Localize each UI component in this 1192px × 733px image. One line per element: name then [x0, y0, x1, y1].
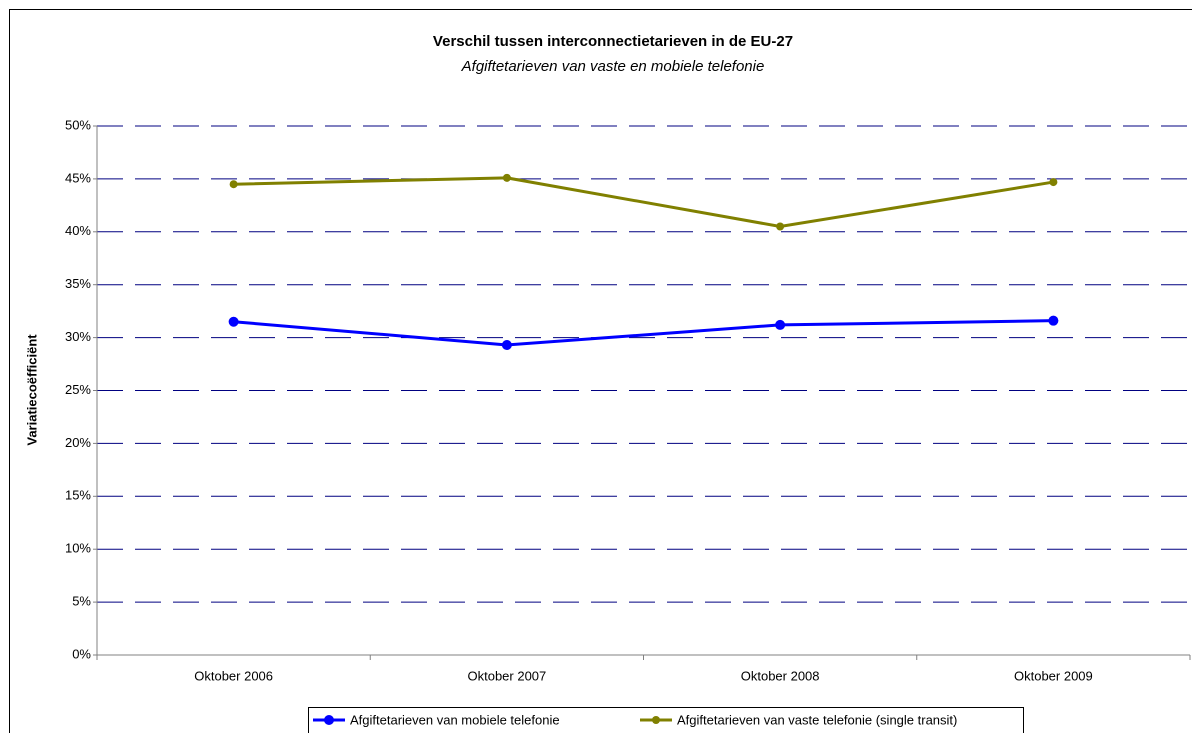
- data-point: [1048, 315, 1059, 326]
- legend-marker: [652, 716, 660, 724]
- data-point: [1049, 178, 1058, 187]
- legend-label: Afgiftetarieven van mobiele telefonie: [350, 712, 560, 727]
- y-tick-label: 15%: [65, 488, 91, 503]
- data-point: [501, 340, 512, 351]
- y-tick-label: 20%: [65, 435, 91, 450]
- data-point: [775, 319, 786, 330]
- data-point: [502, 173, 511, 182]
- chart-frame: [9, 9, 1192, 733]
- legend-marker: [324, 715, 334, 725]
- y-tick-label: 35%: [65, 276, 91, 291]
- data-point: [776, 222, 785, 231]
- series-line: [233, 176, 1054, 229]
- chart-subtitle: Afgiftetarieven van vaste en mobiele tel…: [461, 58, 765, 75]
- y-tick-label: 40%: [65, 223, 91, 238]
- data-point: [228, 316, 239, 327]
- y-tick-label: 0%: [72, 646, 91, 661]
- y-tick-label: 5%: [72, 594, 91, 609]
- chart-title: Verschil tussen interconnectietarieven i…: [433, 33, 793, 50]
- y-tick-label: 45%: [65, 170, 91, 185]
- x-tick-label: Oktober 2006: [194, 668, 273, 683]
- x-tick-label: Oktober 2009: [1014, 668, 1093, 683]
- x-tick-label: Oktober 2008: [741, 668, 820, 683]
- y-tick-label: 50%: [65, 117, 91, 132]
- x-tick-label: Oktober 2007: [467, 668, 546, 683]
- legend-label: Afgiftetarieven van vaste telefonie (sin…: [677, 712, 957, 727]
- y-tick-label: 30%: [65, 329, 91, 344]
- series-line: [233, 319, 1054, 347]
- y-tick-label: 25%: [65, 382, 91, 397]
- y-tick-label: 10%: [65, 541, 91, 556]
- y-axis-label: Variatiecoëfficiënt: [24, 334, 39, 446]
- data-point: [229, 180, 238, 189]
